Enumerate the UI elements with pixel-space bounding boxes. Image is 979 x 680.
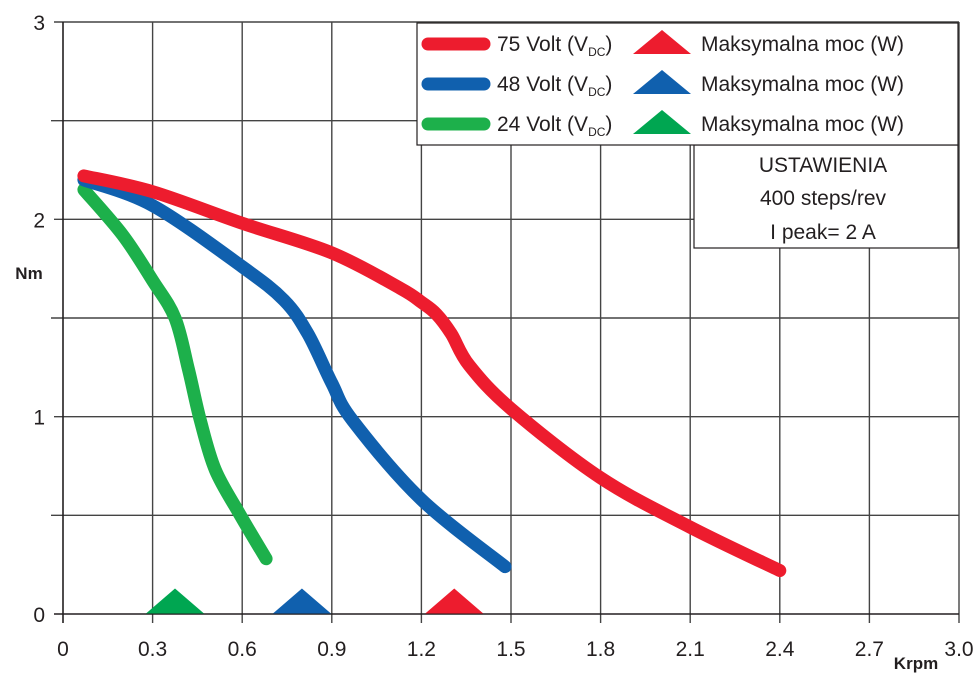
y-tick-label: 3 <box>33 12 45 35</box>
settings-current: I peak= 2 A <box>770 221 876 244</box>
legend-series-label: 75 Volt (VDC) <box>497 33 612 59</box>
y-tick-label: 2 <box>33 209 45 232</box>
legend-series-label: 24 Volt (VDC) <box>497 113 612 139</box>
max-power-marker-75-volt <box>425 588 484 614</box>
legend-marker-label: Maksymalna moc (W) <box>701 73 904 96</box>
x-tick-label: 2.7 <box>855 638 884 661</box>
x-tick-label: 2.1 <box>676 638 705 661</box>
legend-triangle-swatch <box>633 110 691 134</box>
x-tick-label: 3.0 <box>944 638 973 661</box>
series-lines <box>77 169 787 578</box>
series-line-48-volt <box>77 173 512 574</box>
max-power-markers <box>146 588 484 614</box>
series-line-24-volt <box>77 183 273 566</box>
legend-item: 75 Volt (VDC) Maksymalna moc (W) <box>421 30 904 59</box>
legend-frame <box>416 22 959 146</box>
x-tick-label: 0.9 <box>317 638 346 661</box>
y-tick-label: 1 <box>33 407 45 430</box>
axes <box>54 22 959 623</box>
x-axis-title: Krpm <box>894 654 938 673</box>
settings-title: USTAWIENIA <box>759 154 887 177</box>
x-tick-label: 0.6 <box>228 638 257 661</box>
legend-marker-label: Maksymalna moc (W) <box>701 33 904 56</box>
legend-triangle-swatch <box>633 30 691 54</box>
x-tick-label: 1.2 <box>407 638 436 661</box>
max-power-marker-24-volt <box>146 588 204 614</box>
max-power-marker-48-volt <box>272 588 331 614</box>
legend-marker-label: Maksymalna moc (W) <box>701 113 904 136</box>
legend-item: 48 Volt (VDC) Maksymalna moc (W) <box>421 70 904 99</box>
y-tick-labels: 0 1 2 3 <box>33 12 45 627</box>
series-line-75-volt <box>77 169 787 578</box>
x-tick-label: 2.4 <box>765 638 795 661</box>
legend-series-label: 48 Volt (VDC) <box>497 73 612 99</box>
settings-steps: 400 steps/rev <box>760 187 887 210</box>
settings-box-frame <box>693 144 959 249</box>
x-tick-labels: 0 0.3 0.6 0.9 1.2 1.5 1.8 2.1 2.4 2.7 3.0 <box>57 638 973 661</box>
legend-item: 24 Volt (VDC) Maksymalna moc (W) <box>421 110 904 139</box>
legend-triangle-swatch <box>633 70 691 94</box>
x-tick-label: 1.8 <box>586 638 615 661</box>
y-tick-label: 0 <box>33 604 45 627</box>
x-tick-label: 0 <box>57 638 69 661</box>
legend: 75 Volt (VDC) Maksymalna moc (W)48 Volt (… <box>416 22 959 146</box>
x-tick-label: 0.3 <box>138 638 167 661</box>
x-tick-label: 1.5 <box>496 638 525 661</box>
settings-box: USTAWIENIA 400 steps/rev I peak= 2 A <box>693 144 959 249</box>
y-axis-title: Nm <box>15 264 42 283</box>
